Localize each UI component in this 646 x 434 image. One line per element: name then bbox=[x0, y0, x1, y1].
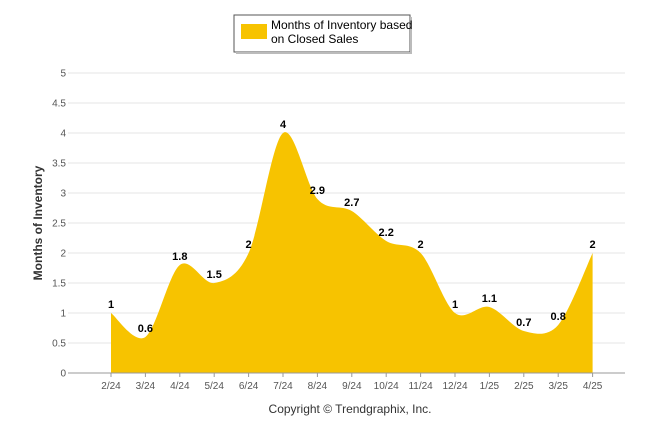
copyright-footer: Copyright © Trendgraphix, Inc. bbox=[269, 402, 432, 416]
data-labels: 1 0.6 1.8 1.5 2 4 2.9 2.7 2.2 2 1 1.1 0.7 0.8 2 bbox=[108, 119, 596, 335]
data-label: 2.7 bbox=[344, 197, 359, 209]
data-label: 0.7 bbox=[516, 317, 531, 329]
y-tick-label: 0 bbox=[60, 369, 66, 380]
x-tick-label: 8/24 bbox=[308, 381, 328, 392]
data-label: 1 bbox=[108, 299, 114, 311]
y-tick-label: 2 bbox=[60, 249, 66, 260]
x-tick-label: 1/25 bbox=[480, 381, 500, 392]
series-area bbox=[111, 132, 593, 373]
legend-shadow-right bbox=[410, 17, 412, 54]
x-tick-label: 12/24 bbox=[442, 381, 467, 392]
y-tick-label: 3 bbox=[60, 189, 66, 200]
data-label: 0.6 bbox=[138, 323, 153, 335]
x-tick-label: 4/25 bbox=[583, 381, 603, 392]
x-axis-ticks: 2/24 3/24 4/24 5/24 6/24 7/24 8/24 9/24 10/24 11/… bbox=[101, 373, 603, 392]
y-axis-label: Months of Inventory bbox=[31, 165, 45, 280]
data-label: 2 bbox=[246, 239, 252, 251]
legend-label-line-1: Months of Inventory based bbox=[271, 18, 412, 32]
data-label: 1.8 bbox=[172, 251, 187, 263]
y-tick-label: 0.5 bbox=[52, 339, 66, 350]
x-tick-label: 4/24 bbox=[170, 381, 190, 392]
x-tick-label: 3/25 bbox=[548, 381, 568, 392]
data-label: 4 bbox=[280, 119, 287, 131]
y-tick-label: 5 bbox=[60, 69, 66, 80]
x-tick-label: 5/24 bbox=[204, 381, 224, 392]
x-tick-label: 10/24 bbox=[374, 381, 399, 392]
y-tick-label: 1.5 bbox=[52, 279, 66, 290]
y-axis-ticks: 0 0.5 1 1.5 2 2.5 3 3.5 4 4.5 5 bbox=[52, 69, 66, 380]
x-tick-label: 3/24 bbox=[136, 381, 156, 392]
y-tick-label: 1 bbox=[60, 309, 66, 320]
x-tick-label: 9/24 bbox=[342, 381, 362, 392]
legend: Months of Inventory based on Closed Sale… bbox=[233, 14, 412, 54]
x-tick-label: 2/24 bbox=[101, 381, 121, 392]
data-label: 1 bbox=[452, 299, 458, 311]
legend-shadow-bottom bbox=[236, 52, 412, 54]
y-tick-label: 3.5 bbox=[52, 159, 66, 170]
x-tick-label: 2/25 bbox=[514, 381, 534, 392]
x-tick-label: 6/24 bbox=[239, 381, 259, 392]
data-label: 1.5 bbox=[207, 269, 222, 281]
data-label: 2 bbox=[418, 239, 424, 251]
x-tick-label: 7/24 bbox=[273, 381, 293, 392]
data-label: 2.2 bbox=[379, 227, 394, 239]
legend-label-line-2: on Closed Sales bbox=[271, 32, 358, 46]
data-label: 2 bbox=[590, 239, 596, 251]
data-label: 1.1 bbox=[482, 293, 497, 305]
y-tick-label: 2.5 bbox=[52, 219, 66, 230]
legend-swatch bbox=[241, 24, 267, 39]
y-tick-label: 4.5 bbox=[52, 99, 66, 110]
data-label: 2.9 bbox=[310, 185, 325, 197]
y-tick-label: 4 bbox=[60, 129, 66, 140]
x-tick-label: 11/24 bbox=[408, 381, 433, 392]
data-label: 0.8 bbox=[551, 311, 566, 323]
